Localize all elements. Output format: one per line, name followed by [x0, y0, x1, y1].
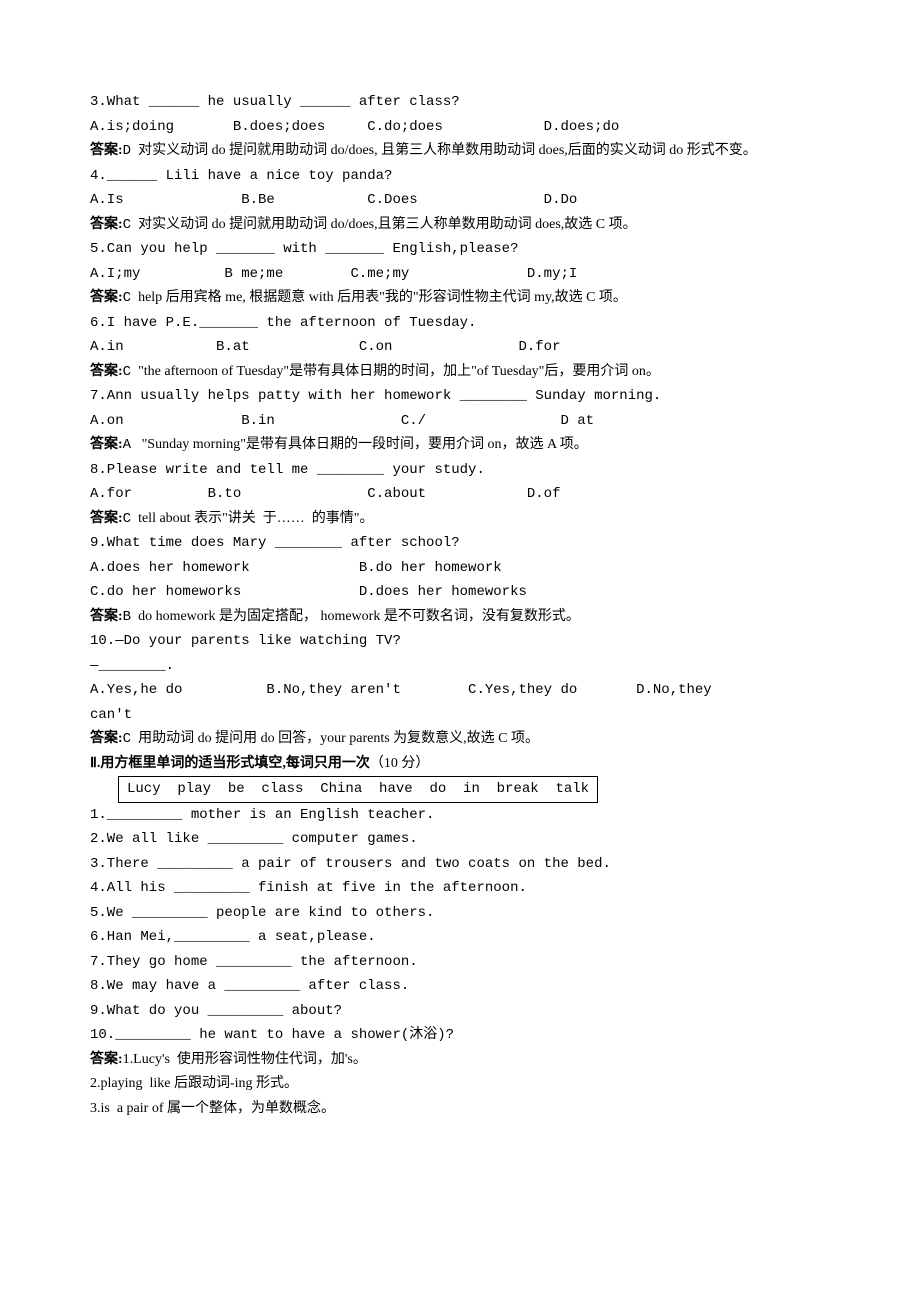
q9-options-1: A.does her homework B.do her homework: [90, 556, 830, 581]
word-box-line: Lucy play be class China have do in brea…: [90, 776, 830, 803]
q8-answer: 答案:C tell about 表示"讲关 于…… 的事情"。: [90, 507, 830, 532]
answer-letter: C: [123, 290, 131, 306]
q7-options: A.on B.in C./ D at: [90, 409, 830, 434]
q10-options-1: A.Yes,he do B.No,they aren't C.Yes,they …: [90, 678, 830, 703]
s2-item-3: 3.There _________ a pair of trousers and…: [90, 852, 830, 877]
q3-stem: 3.What ______ he usually ______ after cl…: [90, 90, 830, 115]
answer-label: 答案:: [90, 217, 123, 232]
q9-answer: 答案:B do homework 是为固定搭配， homework 是不可数名词…: [90, 605, 830, 630]
answer-letter: C: [123, 731, 131, 747]
answer-text: "Sunday morning"是带有具体日期的一段时间，要用介词 on，故选 …: [131, 437, 588, 452]
s2-answer-1: 1.Lucy's 使用形容词性物住代词，加's。: [123, 1052, 367, 1067]
answer-label: 答案:: [90, 143, 123, 158]
s2-item-4: 4.All his _________ finish at five in th…: [90, 876, 830, 901]
section2-title: Ⅱ.用方框里单词的适当形式填空,每词只用一次（10 分）: [90, 752, 830, 777]
answer-text: "the afternoon of Tuesday"是带有具体日期的时间，加上"…: [131, 364, 660, 379]
s2-item-8: 8.We may have a _________ after class.: [90, 974, 830, 999]
q8-stem: 8.Please write and tell me ________ your…: [90, 458, 830, 483]
q4-stem: 4.______ Lili have a nice toy panda?: [90, 164, 830, 189]
answer-letter: B: [123, 609, 131, 625]
q10-stem-1: 10.—Do your parents like watching TV?: [90, 629, 830, 654]
q10-stem-2: —________.: [90, 654, 830, 679]
q6-options: A.in B.at C.on D.for: [90, 335, 830, 360]
q9-stem: 9.What time does Mary ________ after sch…: [90, 531, 830, 556]
answer-letter: A: [123, 437, 131, 453]
answer-label: 答案:: [90, 1052, 123, 1067]
answer-text: 用助动词 do 提问用 do 回答，your parents 为复数意义,故选 …: [131, 731, 539, 746]
answer-label: 答案:: [90, 437, 123, 452]
q7-stem: 7.Ann usually helps patty with her homew…: [90, 384, 830, 409]
s2-item-10: 10._________ he want to have a shower(沐浴…: [90, 1023, 830, 1048]
q10-options-2: can't: [90, 703, 830, 728]
q7-answer: 答案:A "Sunday morning"是带有具体日期的一段时间，要用介词 o…: [90, 433, 830, 458]
answer-letter: D: [123, 143, 131, 159]
q8-options: A.for B.to C.about D.of: [90, 482, 830, 507]
q3-answer: 答案:D 对实义动词 do 提问就用助动词 do/does, 且第三人称单数用助…: [90, 139, 830, 164]
answer-text: tell about 表示"讲关 于…… 的事情"。: [131, 511, 373, 526]
answer-letter: C: [123, 511, 131, 527]
q9-options-2: C.do her homeworks D.does her homeworks: [90, 580, 830, 605]
q3-options: A.is;doing B.does;does C.do;does D.does;…: [90, 115, 830, 140]
q10-answer: 答案:C 用助动词 do 提问用 do 回答，your parents 为复数意…: [90, 727, 830, 752]
q5-answer: 答案:C help 后用宾格 me, 根据题意 with 后用表"我的"形容词性…: [90, 286, 830, 311]
s2-answers-line1: 答案:1.Lucy's 使用形容词性物住代词，加's。: [90, 1048, 830, 1073]
s2-item-5: 5.We _________ people are kind to others…: [90, 901, 830, 926]
section2-title-text: Ⅱ.用方框里单词的适当形式填空,每词只用一次: [90, 756, 370, 771]
answer-label: 答案:: [90, 290, 123, 305]
word-box: Lucy play be class China have do in brea…: [118, 776, 598, 803]
answer-label: 答案:: [90, 364, 123, 379]
section2-points: （10 分）: [370, 756, 430, 771]
q4-answer: 答案:C 对实义动词 do 提问就用助动词 do/does,且第三人称单数用助动…: [90, 213, 830, 238]
q5-stem: 5.Can you help _______ with _______ Engl…: [90, 237, 830, 262]
q5-options: A.I;my B me;me C.me;my D.my;I: [90, 262, 830, 287]
s2-item-9: 9.What do you _________ about?: [90, 999, 830, 1024]
answer-text: do homework 是为固定搭配， homework 是不可数名词，没有复数…: [131, 609, 580, 624]
answer-text: help 后用宾格 me, 根据题意 with 后用表"我的"形容词性物主代词 …: [131, 290, 627, 305]
answer-letter: C: [123, 217, 131, 233]
s2-item-7: 7.They go home _________ the afternoon.: [90, 950, 830, 975]
answer-label: 答案:: [90, 731, 123, 746]
s2-item-2: 2.We all like _________ computer games.: [90, 827, 830, 852]
s2-answer-2: 2.playing like 后跟动词-ing 形式。: [90, 1072, 830, 1097]
q6-stem: 6.I have P.E._______ the afternoon of Tu…: [90, 311, 830, 336]
answer-label: 答案:: [90, 511, 123, 526]
answer-label: 答案:: [90, 609, 123, 624]
q6-answer: 答案:C "the afternoon of Tuesday"是带有具体日期的时…: [90, 360, 830, 385]
s2-item-6: 6.Han Mei,_________ a seat,please.: [90, 925, 830, 950]
s2-item-1: 1._________ mother is an English teacher…: [90, 803, 830, 828]
s2-answer-3: 3.is a pair of 属一个整体，为单数概念。: [90, 1097, 830, 1122]
answer-letter: C: [123, 364, 131, 380]
document-page: 3.What ______ he usually ______ after cl…: [0, 0, 920, 1171]
answer-text: 对实义动词 do 提问就用助动词 do/does,且第三人称单数用助动词 doe…: [131, 217, 637, 232]
answer-text: 对实义动词 do 提问就用助动词 do/does, 且第三人称单数用助动词 do…: [131, 143, 757, 158]
q4-options: A.Is B.Be C.Does D.Do: [90, 188, 830, 213]
